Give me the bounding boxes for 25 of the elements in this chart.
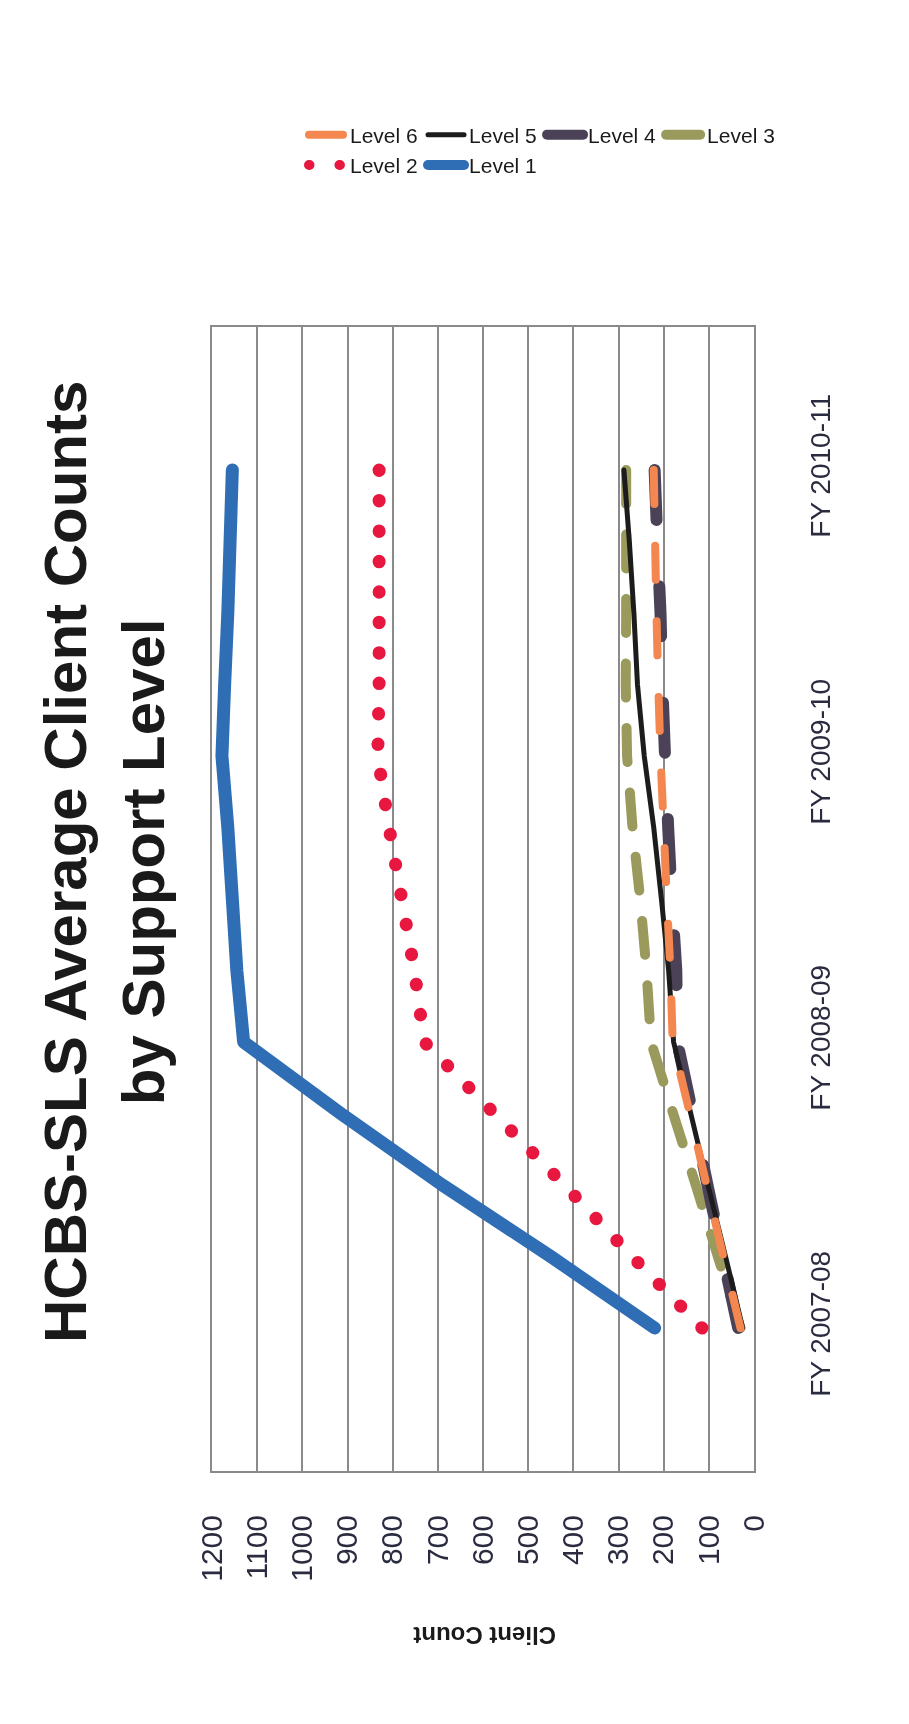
x-tick-label: 200 [646,1515,680,1566]
y-tick-label: FY 2009-10 [804,678,836,825]
x-tick-label: 400 [556,1515,590,1566]
x-tick-label: 600 [465,1515,499,1566]
legend-label: Level 2 [350,154,418,178]
legend-label: Level 1 [469,154,537,178]
x-tick-label: 300 [601,1515,635,1566]
x-axis-title: Client Count [413,1622,556,1649]
x-tick-label: 1100 [239,1515,273,1580]
legend-label: Level 3 [707,123,775,147]
x-tick-label: 0 [736,1515,770,1532]
x-tick-label: 900 [330,1515,364,1566]
y-tick-label: FY 2007-08 [804,1250,836,1397]
legend-label: Level 6 [350,123,418,147]
x-tick-label: 1200 [194,1515,228,1582]
legend-label: Level 5 [469,123,537,147]
y-tick-label: FY 2008-09 [804,964,836,1111]
x-tick-label: 700 [420,1515,454,1566]
legend-label: Level 4 [588,123,657,147]
x-tick-label: 1000 [285,1515,319,1582]
y-tick-label: FY 2010-11 [804,393,836,538]
x-tick-label: 500 [510,1515,544,1566]
text: HCBS-SLS Average Client Counts by Support Level [32,380,177,1343]
x-tick-label: 100 [691,1515,725,1566]
x-tick-label: 800 [375,1515,409,1566]
